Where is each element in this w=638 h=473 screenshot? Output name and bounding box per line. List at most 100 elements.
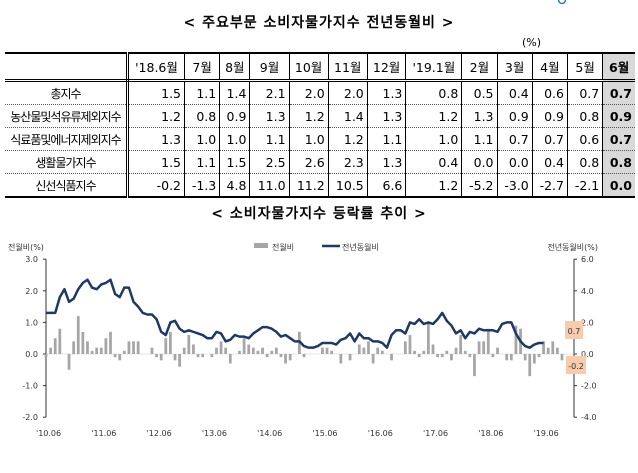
right-tick-label: 0.0 [581, 350, 594, 359]
table-cell: 0.6 [531, 80, 568, 105]
table-cell: 0.7 [496, 127, 533, 151]
table-cell: 6.6 [366, 173, 406, 197]
mom-bar [238, 350, 241, 354]
mom-bar [155, 354, 158, 358]
table-cell: 2.0 [288, 80, 329, 105]
mom-bar [219, 341, 223, 354]
mom-bar [81, 331, 85, 354]
table-title: < 주요부문 소비자물가지수 전년동월비 > [183, 15, 455, 31]
table-row: 생활물가지수 1.5 1.1 1.5 2.5 2.6 2.3 1.3 0.4 0.0 0.0 0.4 0… [5, 150, 635, 174]
column-header: 7월 [184, 53, 220, 82]
left-tick-label: 1.0 [25, 318, 38, 327]
cpi-table: '18.6월 7월 8월 9월 10월 11월 12월 '19.1월 2월 3월 4월 5월 6월 총지… [5, 52, 635, 198]
mom-bar [390, 354, 393, 361]
header-corner [5, 53, 129, 82]
column-header: 3월 [496, 53, 533, 82]
x-tick-label: '15.06 [312, 429, 337, 438]
table-cell: 1.2 [405, 173, 462, 197]
mom-bar [136, 341, 140, 354]
table-cell: 1.4 [219, 80, 250, 105]
table-cell: 1.1 [461, 127, 498, 151]
x-tick-label: '16.06 [368, 429, 393, 438]
x-tick-label: '13.06 [202, 429, 227, 438]
mom-bar [339, 354, 343, 364]
mom-bar [440, 354, 444, 358]
yoy-last-point [557, 0, 567, 5]
mom-bar [169, 331, 172, 354]
mom-bar [224, 347, 228, 354]
legend-bar-swatch [254, 243, 268, 248]
row-label: 농산물및석유류제외지수 [5, 104, 129, 128]
mom-bar [514, 325, 518, 354]
mom-bar [173, 354, 177, 361]
mom-bar [159, 354, 163, 361]
table-cell: 1.0 [288, 127, 329, 151]
table-cell: 10.5 [327, 173, 368, 197]
x-tick-label: '12.06 [147, 429, 172, 438]
mom-bar [528, 354, 532, 377]
mom-bar [256, 350, 260, 354]
mom-bar [380, 350, 384, 354]
mom-bar [228, 354, 232, 364]
mom-bar [560, 354, 564, 361]
table-cell: 1.2 [126, 104, 185, 128]
mom-bar [413, 350, 416, 354]
mom-bar [422, 350, 426, 354]
table-cell: 2.0 [327, 80, 368, 105]
mom-bar [325, 347, 329, 354]
mom-bar [321, 347, 324, 354]
mom-bar [182, 347, 186, 354]
mom-bar [58, 328, 62, 354]
mom-bar [210, 354, 214, 358]
row-label: 신선식품지수 [5, 173, 129, 197]
table-cell: 2.1 [249, 80, 290, 105]
table-cell: 0.0 [496, 150, 533, 174]
table-row: 총지수 1.5 1.1 1.4 2.1 2.0 2.0 1.3 0.8 0.5 0.4 0.6 0.7 0… [5, 80, 635, 105]
chart-title: < 소비자물가지수 등락률 추이 > [211, 206, 427, 222]
legend-yoy: 전년동월비 [342, 242, 379, 252]
column-header: 5월 [566, 53, 603, 82]
mom-bar [505, 354, 509, 361]
x-tick-label: '18.06 [478, 429, 503, 438]
column-header: 11월 [327, 53, 368, 82]
mom-bar [251, 347, 255, 354]
mom-bar [459, 335, 463, 354]
x-tick-label: '10.06 [36, 429, 61, 438]
callout-mom-box [566, 356, 586, 374]
mom-bar [532, 354, 536, 364]
x-tick-label: '11.06 [91, 429, 116, 438]
mom-bar [122, 350, 126, 354]
table-cell: 1.1 [184, 80, 220, 105]
table-cell: 0.9 [602, 104, 635, 128]
right-tick-label: -4.0 [581, 413, 597, 422]
table-cell: 2.3 [327, 150, 368, 174]
mom-bar [371, 354, 375, 364]
table-cell: 0.7 [602, 80, 635, 105]
row-label: 식료품및에너지제외지수 [5, 127, 129, 151]
table-cell: 1.2 [405, 104, 462, 128]
table-cell: 0.0 [461, 150, 498, 174]
table-cell: -2.1 [566, 173, 603, 197]
table-cell: 0.8 [602, 150, 635, 174]
table-cell: 1.3 [366, 104, 406, 128]
left-tick-label: 2.0 [25, 287, 38, 296]
table-cell: 0.8 [184, 104, 220, 128]
mom-bar [486, 328, 490, 354]
mom-bar [436, 354, 439, 358]
table-body: 총지수 1.5 1.1 1.4 2.1 2.0 2.0 1.3 0.8 0.5 0.4 0.6 0.7 0… [5, 80, 635, 197]
mom-bar [261, 347, 264, 354]
mom-bar [482, 341, 486, 354]
mom-bar [496, 347, 499, 354]
mom-bar [473, 354, 476, 377]
legend-mom: 전월비 [272, 242, 294, 252]
table-cell: 1.2 [288, 104, 329, 128]
table-cell: 0.9 [531, 104, 568, 128]
mom-bar [113, 354, 117, 358]
mom-bar [551, 341, 555, 354]
mom-bar [376, 347, 380, 354]
table-cell: 1.0 [405, 127, 462, 151]
right-axis-title: 전년동월비(%) [547, 242, 598, 252]
table-cell: 0.6 [566, 127, 603, 151]
column-header: '19.1월 [405, 53, 462, 82]
